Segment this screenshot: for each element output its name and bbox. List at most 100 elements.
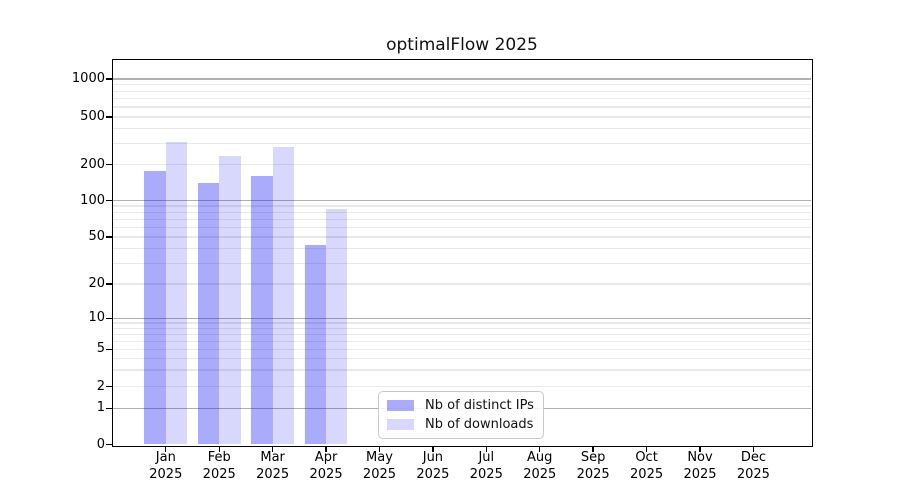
x-tick-month: Feb — [207, 450, 231, 465]
gridline-minor — [113, 205, 811, 207]
x-tick-month: Mar — [260, 450, 285, 465]
gridline-major — [113, 199, 811, 202]
bar-distinct-ips — [251, 176, 273, 445]
legend: Nb of distinct IPs Nb of downloads — [378, 391, 544, 439]
legend-item: Nb of downloads — [387, 417, 543, 432]
y-tick-label: 0 — [96, 436, 105, 452]
legend-label: Nb of downloads — [425, 417, 534, 432]
legend-label: Nb of distinct IPs — [425, 398, 534, 413]
bar-distinct-ips — [197, 183, 220, 445]
x-tick-label: Mar 2025 — [231, 450, 315, 483]
x-tick-month: May — [366, 450, 393, 465]
gridline-minor — [113, 128, 811, 130]
gridline-minor — [113, 369, 811, 371]
gridline-minor — [113, 90, 811, 92]
x-tick-mark — [485, 446, 487, 452]
gridline-minor — [113, 236, 811, 238]
x-tick-mark — [539, 446, 541, 452]
y-tick-mark — [105, 78, 112, 80]
y-tick-mark — [105, 348, 112, 350]
x-tick-label: Jun 2025 — [391, 450, 475, 483]
y-tick-label: 50 — [88, 229, 105, 244]
x-tick-mark — [271, 446, 274, 452]
gridline-minor — [113, 385, 811, 388]
gridline-minor — [113, 283, 811, 285]
gridline-minor — [113, 333, 811, 335]
x-tick-year: 2025 — [149, 466, 183, 482]
gridline-minor — [113, 84, 811, 86]
x-tick-label: Apr 2025 — [284, 450, 368, 483]
x-tick-label: Nov 2025 — [658, 450, 742, 483]
bar-distinct-ips — [144, 171, 166, 445]
gridline-minor — [113, 163, 811, 166]
gridline-minor — [113, 98, 811, 100]
x-tick-year: 2025 — [362, 466, 397, 482]
y-tick-mark — [105, 116, 112, 118]
bar-downloads — [326, 209, 348, 445]
x-tick-mark — [165, 446, 167, 452]
x-tick-year: 2025 — [309, 466, 343, 482]
y-tick-label: 1000 — [71, 71, 105, 86]
gridline-major — [113, 78, 811, 80]
legend-swatch-downloads — [387, 419, 414, 430]
gridline-minor — [113, 247, 811, 249]
gridline-minor — [113, 218, 811, 220]
x-tick-label: Feb 2025 — [177, 450, 261, 483]
bar-downloads — [272, 147, 295, 445]
x-tick-label: Aug 2025 — [498, 450, 582, 483]
x-tick-mark — [645, 446, 648, 452]
y-tick-label: 5 — [96, 341, 105, 357]
y-tick-label: 20 — [88, 276, 105, 291]
bar-downloads — [219, 156, 241, 445]
x-tick-mark — [378, 446, 381, 452]
x-tick-year: 2025 — [523, 466, 557, 482]
gridline-minor — [113, 226, 811, 228]
x-tick-year: 2025 — [256, 466, 290, 482]
y-tick-label: 2 — [96, 378, 105, 394]
y-tick-mark — [105, 443, 112, 446]
x-tick-year: 2025 — [576, 466, 610, 482]
x-tick-year: 2025 — [416, 466, 450, 482]
gridline-minor — [113, 322, 811, 324]
y-tick-label: 100 — [80, 192, 105, 208]
x-tick-mark — [752, 446, 755, 452]
gridline-minor — [113, 327, 811, 329]
bar-downloads — [165, 141, 188, 445]
x-tick-mark — [218, 446, 220, 452]
y-tick-mark — [105, 317, 112, 319]
gridline-minor — [113, 262, 811, 264]
gridline-minor — [113, 211, 811, 213]
x-tick-label: Oct 2025 — [605, 450, 689, 483]
gridline-minor — [113, 142, 811, 145]
chart-title: optimalFlow 2025 — [386, 35, 538, 55]
x-tick-mark — [699, 446, 701, 452]
x-tick-mark — [325, 446, 327, 452]
gridline-minor — [113, 357, 811, 359]
y-tick-label: 200 — [80, 156, 105, 172]
gridline-major — [113, 317, 811, 319]
x-tick-label: Dec 2025 — [711, 450, 795, 483]
y-tick-mark — [105, 163, 112, 166]
gridline-minor — [113, 348, 811, 350]
x-tick-month: Dec — [740, 450, 766, 465]
y-tick-label: 500 — [80, 109, 105, 124]
x-tick-year: 2025 — [630, 466, 664, 482]
y-tick-mark — [105, 236, 112, 238]
x-tick-label: May 2025 — [337, 450, 421, 483]
gridline-minor — [113, 116, 811, 118]
y-tick-label: 10 — [88, 310, 105, 326]
y-tick-mark — [105, 385, 112, 388]
x-tick-month: Oct — [635, 450, 658, 465]
x-tick-year: 2025 — [683, 466, 717, 482]
y-tick-mark — [105, 199, 112, 202]
x-tick-month: Jul — [478, 450, 495, 465]
y-tick-mark — [105, 407, 112, 409]
x-tick-year: 2025 — [736, 466, 770, 482]
x-tick-month: Jun — [422, 450, 444, 465]
legend-swatch-distinct-ips — [387, 400, 414, 411]
y-tick-mark — [105, 283, 112, 285]
legend-item: Nb of distinct IPs — [387, 398, 543, 413]
x-tick-mark — [592, 446, 594, 452]
x-tick-label: Jan 2025 — [124, 450, 208, 483]
